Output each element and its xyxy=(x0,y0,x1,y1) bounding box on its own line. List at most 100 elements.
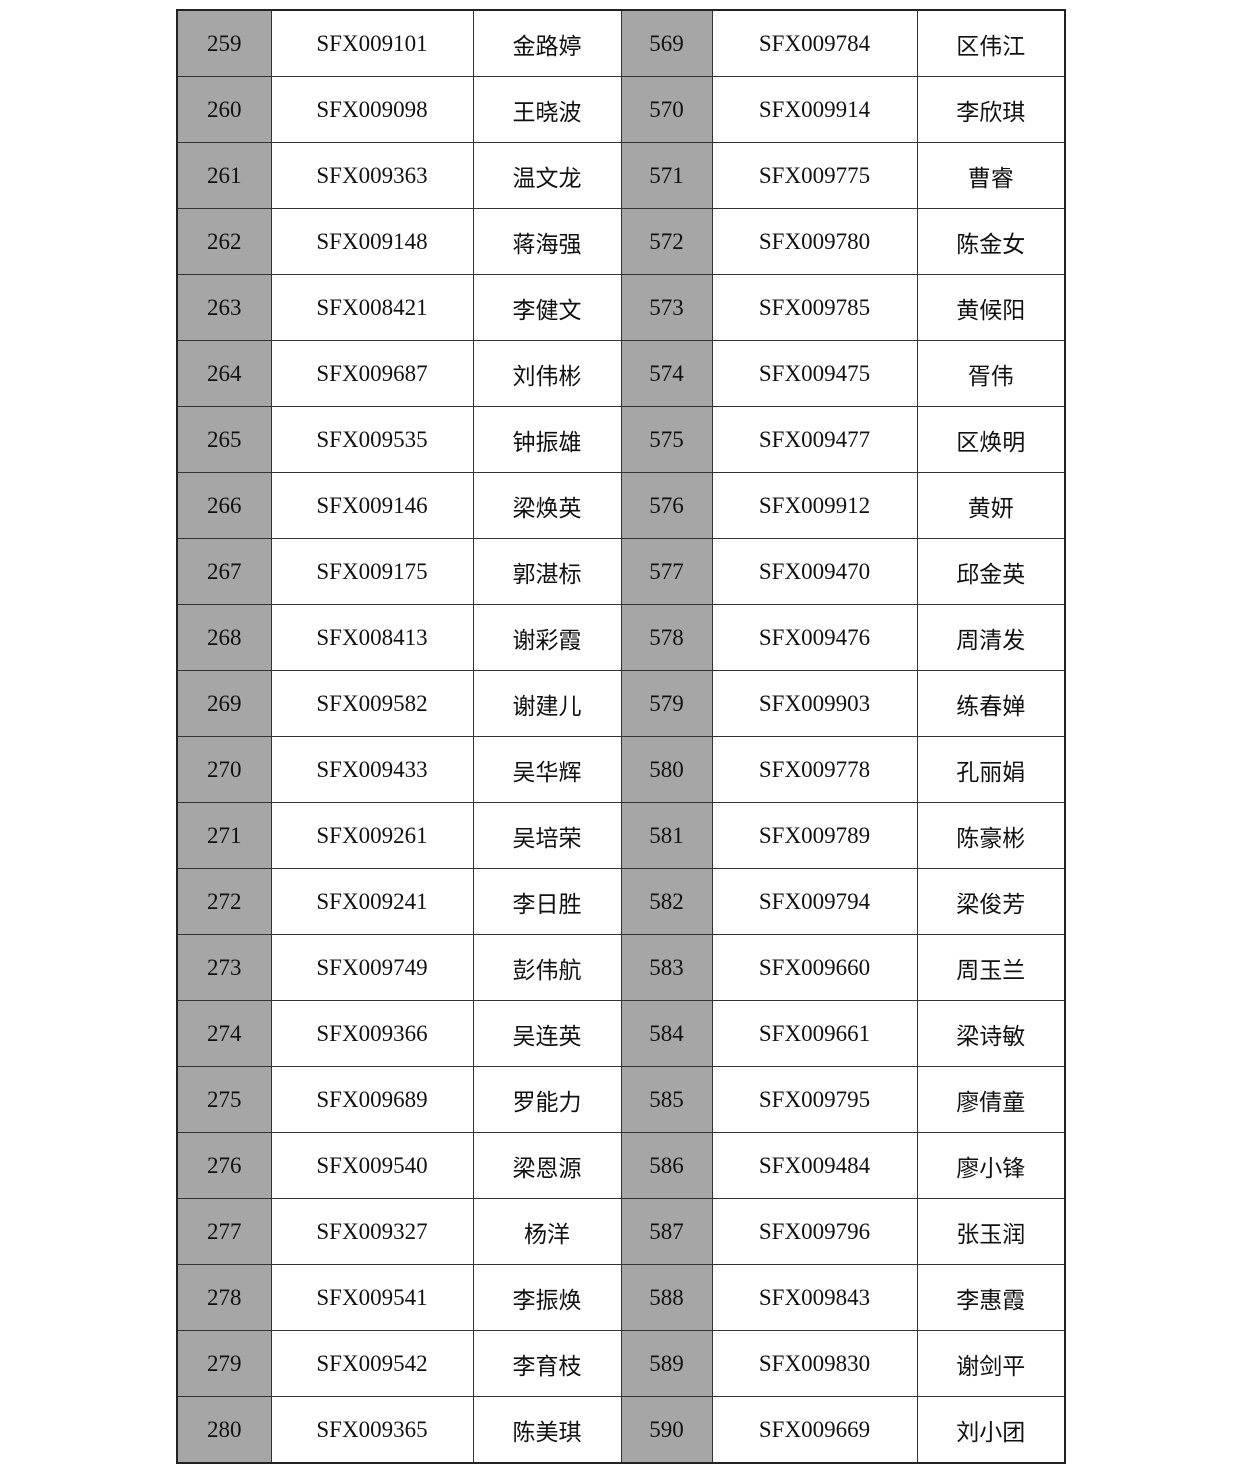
code-cell: SFX009470 xyxy=(711,538,918,605)
code-cell: SFX009687 xyxy=(270,340,474,407)
name-cell: 谢剑平 xyxy=(916,1330,1066,1397)
name-cell: 郭湛标 xyxy=(472,538,622,605)
table-row: 271 SFX009261 吴培荣 581 SFX009789 陈豪彬 xyxy=(176,802,1066,869)
index-cell: 574 xyxy=(620,340,713,407)
code-cell: SFX009669 xyxy=(711,1396,918,1464)
index-cell: 581 xyxy=(620,802,713,869)
code-cell: SFX009101 xyxy=(270,9,474,77)
table-row: 270 SFX009433 吴华辉 580 SFX009778 孔丽娟 xyxy=(176,736,1066,803)
name-cell: 张玉润 xyxy=(916,1198,1066,1265)
index-cell: 579 xyxy=(620,670,713,737)
name-cell: 吴连英 xyxy=(472,1000,622,1067)
index-cell: 270 xyxy=(176,736,272,803)
code-cell: SFX009749 xyxy=(270,934,474,1001)
index-cell: 570 xyxy=(620,76,713,143)
index-cell: 262 xyxy=(176,208,272,275)
code-cell: SFX009542 xyxy=(270,1330,474,1397)
index-cell: 261 xyxy=(176,142,272,209)
table-row: 266 SFX009146 梁焕英 576 SFX009912 黄妍 xyxy=(176,472,1066,539)
index-cell: 585 xyxy=(620,1066,713,1133)
name-cell: 王晓波 xyxy=(472,76,622,143)
code-cell: SFX009775 xyxy=(711,142,918,209)
code-cell: SFX009914 xyxy=(711,76,918,143)
name-cell: 刘伟彬 xyxy=(472,340,622,407)
name-cell: 金路婷 xyxy=(472,9,622,77)
code-cell: SFX009795 xyxy=(711,1066,918,1133)
code-cell: SFX009912 xyxy=(711,472,918,539)
index-cell: 259 xyxy=(176,9,272,77)
index-cell: 272 xyxy=(176,868,272,935)
index-cell: 267 xyxy=(176,538,272,605)
index-cell: 273 xyxy=(176,934,272,1001)
name-cell: 梁俊芳 xyxy=(916,868,1066,935)
code-cell: SFX009903 xyxy=(711,670,918,737)
index-cell: 269 xyxy=(176,670,272,737)
code-cell: SFX009146 xyxy=(270,472,474,539)
index-cell: 571 xyxy=(620,142,713,209)
index-cell: 587 xyxy=(620,1198,713,1265)
name-cell: 李健文 xyxy=(472,274,622,341)
name-cell: 胥伟 xyxy=(916,340,1066,407)
name-cell: 黄候阳 xyxy=(916,274,1066,341)
code-cell: SFX009830 xyxy=(711,1330,918,1397)
name-cell: 孔丽娟 xyxy=(916,736,1066,803)
name-cell: 陈豪彬 xyxy=(916,802,1066,869)
table-row: 268 SFX008413 谢彩霞 578 SFX009476 周清发 xyxy=(176,604,1066,671)
index-cell: 274 xyxy=(176,1000,272,1067)
code-cell: SFX009148 xyxy=(270,208,474,275)
code-cell: SFX009477 xyxy=(711,406,918,473)
code-cell: SFX009366 xyxy=(270,1000,474,1067)
code-cell: SFX009778 xyxy=(711,736,918,803)
table-row: 275 SFX009689 罗能力 585 SFX009795 廖倩童 xyxy=(176,1066,1066,1133)
name-cell: 梁恩源 xyxy=(472,1132,622,1199)
code-cell: SFX009175 xyxy=(270,538,474,605)
code-cell: SFX009098 xyxy=(270,76,474,143)
index-cell: 264 xyxy=(176,340,272,407)
name-cell: 梁诗敏 xyxy=(916,1000,1066,1067)
name-cell: 陈美琪 xyxy=(472,1396,622,1464)
code-cell: SFX009365 xyxy=(270,1396,474,1464)
roster-table-body: 259 SFX009101 金路婷 569 SFX009784 区伟江 260 SFX0090… xyxy=(176,9,1066,1464)
index-cell: 590 xyxy=(620,1396,713,1464)
name-cell: 刘小团 xyxy=(916,1396,1066,1464)
name-cell: 李惠霞 xyxy=(916,1264,1066,1331)
index-cell: 580 xyxy=(620,736,713,803)
index-cell: 279 xyxy=(176,1330,272,1397)
code-cell: SFX009789 xyxy=(711,802,918,869)
table-row: 273 SFX009749 彭伟航 583 SFX009660 周玉兰 xyxy=(176,934,1066,1001)
code-cell: SFX009535 xyxy=(270,406,474,473)
code-cell: SFX009661 xyxy=(711,1000,918,1067)
code-cell: SFX009660 xyxy=(711,934,918,1001)
index-cell: 577 xyxy=(620,538,713,605)
code-cell: SFX009241 xyxy=(270,868,474,935)
name-cell: 罗能力 xyxy=(472,1066,622,1133)
index-cell: 584 xyxy=(620,1000,713,1067)
index-cell: 268 xyxy=(176,604,272,671)
name-cell: 蒋海强 xyxy=(472,208,622,275)
code-cell: SFX009541 xyxy=(270,1264,474,1331)
index-cell: 265 xyxy=(176,406,272,473)
table-row: 260 SFX009098 王晓波 570 SFX009914 李欣琪 xyxy=(176,76,1066,143)
name-cell: 廖小锋 xyxy=(916,1132,1066,1199)
table-row: 269 SFX009582 谢建儿 579 SFX009903 练春婵 xyxy=(176,670,1066,737)
table-row: 261 SFX009363 温文龙 571 SFX009775 曹睿 xyxy=(176,142,1066,209)
table-row: 263 SFX008421 李健文 573 SFX009785 黄候阳 xyxy=(176,274,1066,341)
name-cell: 谢彩霞 xyxy=(472,604,622,671)
code-cell: SFX008421 xyxy=(270,274,474,341)
name-cell: 吴培荣 xyxy=(472,802,622,869)
name-cell: 李育枝 xyxy=(472,1330,622,1397)
index-cell: 263 xyxy=(176,274,272,341)
name-cell: 吴华辉 xyxy=(472,736,622,803)
code-cell: SFX009484 xyxy=(711,1132,918,1199)
roster-table: 259 SFX009101 金路婷 569 SFX009784 区伟江 260 SFX0090… xyxy=(176,9,1066,1464)
index-cell: 582 xyxy=(620,868,713,935)
code-cell: SFX009843 xyxy=(711,1264,918,1331)
index-cell: 583 xyxy=(620,934,713,1001)
name-cell: 邱金英 xyxy=(916,538,1066,605)
code-cell: SFX009796 xyxy=(711,1198,918,1265)
code-cell: SFX009363 xyxy=(270,142,474,209)
code-cell: SFX009327 xyxy=(270,1198,474,1265)
code-cell: SFX009261 xyxy=(270,802,474,869)
index-cell: 280 xyxy=(176,1396,272,1464)
name-cell: 周清发 xyxy=(916,604,1066,671)
